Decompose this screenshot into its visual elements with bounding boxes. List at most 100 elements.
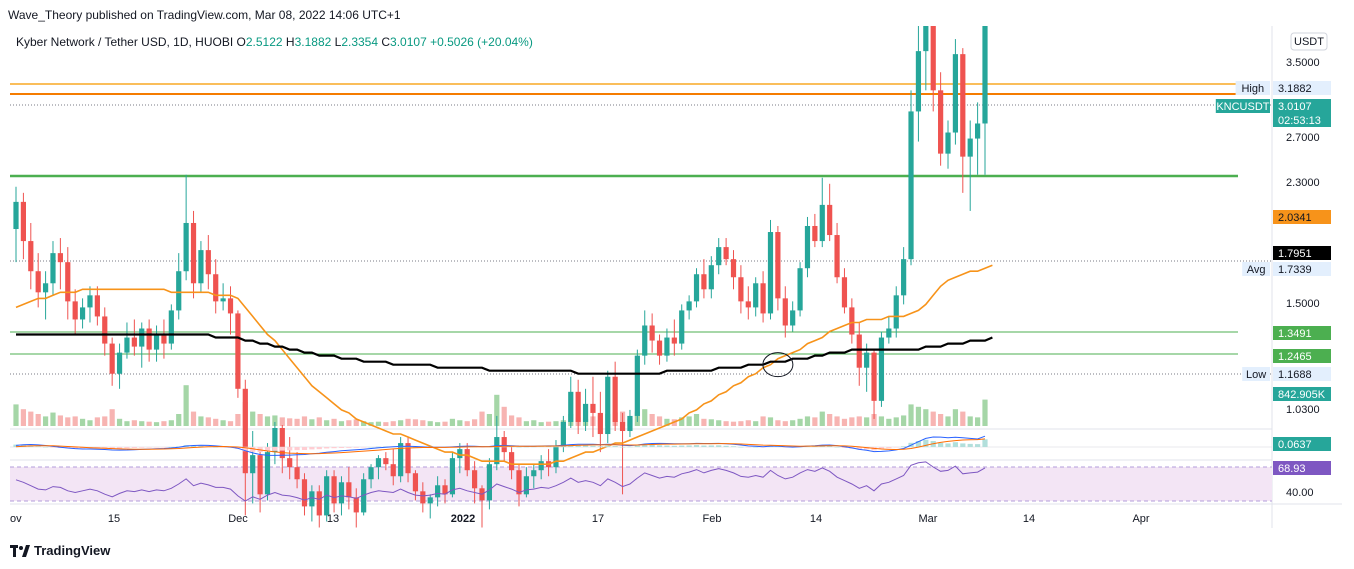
volume-bar [42, 416, 49, 426]
candle-body [893, 295, 899, 329]
volume-bar [405, 418, 411, 426]
volume-bar [124, 421, 130, 426]
macd-hist-bar [686, 445, 692, 447]
volume-bar [198, 416, 204, 426]
volume-bar [35, 414, 41, 426]
volume-bar [235, 414, 241, 426]
volume-bar [797, 418, 803, 426]
candle-body [605, 376, 611, 435]
candle [139, 322, 145, 368]
candle [264, 443, 271, 501]
macd-hist-bar [982, 439, 988, 447]
candle-body [508, 452, 515, 471]
candle [723, 238, 729, 266]
candle-body [353, 497, 359, 513]
candle [227, 286, 234, 335]
volume-bar [523, 421, 529, 426]
grid [10, 26, 1342, 528]
volume-bar [642, 409, 648, 426]
macd-hist-bar [878, 447, 885, 449]
candle-body [250, 455, 256, 474]
macd-hist-bar [109, 447, 115, 449]
candle-body [153, 334, 160, 350]
volume-bar [849, 417, 855, 426]
candle-body [131, 337, 137, 347]
candle [109, 337, 115, 386]
candle-body [938, 90, 944, 154]
candle [398, 437, 404, 483]
level-lines [10, 83, 1272, 375]
volume-bar [139, 421, 145, 426]
candle-body [190, 222, 197, 284]
candle-body [745, 301, 751, 308]
candle-body [915, 51, 922, 112]
volume-bar [938, 414, 944, 426]
candle-body [346, 482, 352, 498]
candle [116, 343, 123, 389]
candle-body [967, 138, 973, 157]
volume-bar [368, 422, 374, 426]
macd-hist-bar [642, 444, 648, 447]
price-tag: 1.7951 [1273, 246, 1331, 260]
candle [582, 388, 589, 432]
candle [205, 235, 211, 290]
candle [693, 268, 700, 308]
macd-hist-bar [545, 446, 552, 447]
chart-area[interactable]: 3.5000 2.7000 2.3000 1.5000 1.0300 40.00 USDT … [10, 26, 1342, 528]
candle [464, 443, 470, 477]
volume-bar [338, 421, 345, 426]
macd-hist-bar [886, 447, 892, 449]
candle-body [50, 253, 56, 284]
price-tag-label-bg [1215, 99, 1270, 113]
price-tag-value-bg [1273, 246, 1331, 260]
candle-body [65, 262, 71, 302]
candle [634, 349, 640, 422]
candle-body [139, 328, 145, 347]
macd-hist-bar [716, 445, 722, 447]
volume-bar [398, 420, 404, 426]
candle [975, 102, 981, 175]
price-tag-value: 1.7339 [1278, 264, 1312, 276]
macd-hist-bar [35, 446, 41, 447]
tradingview-logo-icon [10, 544, 30, 557]
macd-hist-bar [139, 447, 145, 448]
price-tag-value-bg [1273, 113, 1331, 127]
volume-bar [664, 418, 670, 426]
time-tick-label: Feb [703, 513, 722, 525]
volume-bars [13, 385, 988, 426]
candle [442, 479, 448, 504]
candle-body [227, 298, 234, 314]
currency-button[interactable]: USDT [1290, 32, 1328, 51]
candle-body [553, 446, 559, 468]
candle-body [109, 343, 115, 374]
candle-body [701, 274, 707, 290]
price-tag-value: 1.7951 [1278, 248, 1312, 260]
candle-body [272, 428, 278, 453]
volume-bar [316, 417, 322, 426]
macd-hist-bar [301, 447, 308, 450]
time-tick-label: 14 [1023, 513, 1035, 525]
candle-body [819, 204, 825, 242]
volume-bar [753, 421, 759, 426]
candle-body [472, 470, 478, 489]
macd-hist-bar [597, 446, 603, 447]
candle-body [856, 334, 862, 368]
time-tick-label: 13 [327, 513, 339, 525]
macd-hist-bar [671, 445, 677, 447]
price-tag: KNCUSDT 3.0107 [1215, 99, 1331, 113]
candle-body [804, 225, 811, 269]
candle-body [264, 452, 271, 495]
price-tag-value: 2.0341 [1278, 212, 1312, 224]
candle [87, 286, 93, 323]
candle [65, 247, 71, 320]
low-label: L [334, 35, 342, 49]
candle [50, 241, 56, 296]
price-tag-value: 3.1882 [1278, 83, 1312, 95]
chart-svg[interactable]: 3.50002.70002.30001.50001.030040.00USDT … [10, 26, 1342, 528]
candle [760, 271, 766, 323]
candle-body [412, 473, 419, 492]
candle-body [102, 316, 108, 344]
volume-bar [693, 414, 700, 426]
candle [686, 295, 692, 320]
candle [250, 431, 256, 504]
